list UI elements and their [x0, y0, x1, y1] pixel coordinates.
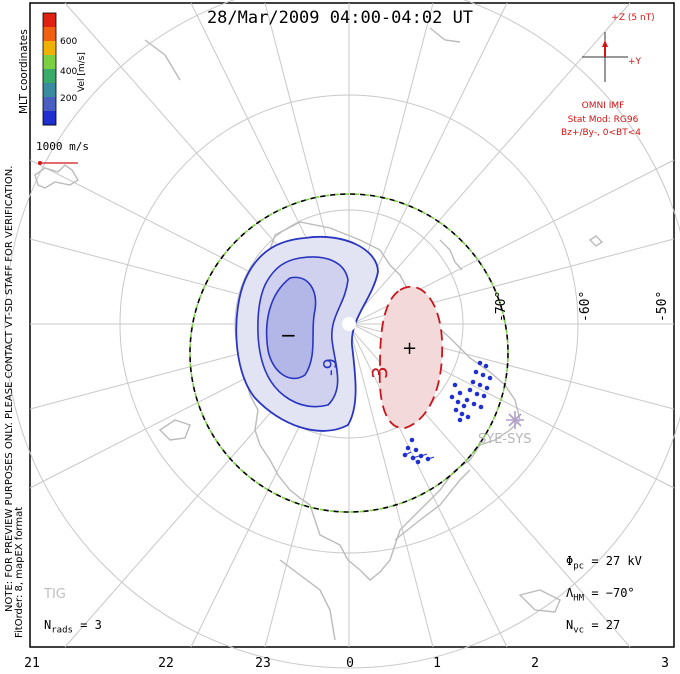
plot-frame: [29, 2, 675, 648]
coordinate-system-label: MLT coordinates: [18, 29, 30, 114]
mlt-tick-1: 1: [433, 656, 441, 671]
cross-polar-potential: Φpc = 27 kV: [566, 554, 642, 572]
latitude-label-60: -60°: [578, 290, 593, 322]
colorbar-segment: [43, 83, 56, 98]
negative-cell: [235, 236, 379, 432]
colorbar-segment: [43, 69, 56, 84]
imf-condition: Bz+/By-, 0<BT<4: [561, 128, 641, 138]
imf-dial: [582, 32, 628, 82]
imf-source: OMNI IMF: [581, 101, 625, 111]
colorbar-segment: [43, 13, 56, 28]
fit-order-note: FitOrder: 8, mapEX format: [14, 506, 25, 638]
map-title: 28/Mar/2009 04:00-04:02 UT: [206, 8, 474, 28]
mlt-tick-0: 0: [346, 656, 354, 671]
statistical-model: Stat Mod: RG96: [567, 115, 639, 125]
imf-z-label: +Z (5 nT): [611, 13, 655, 23]
positive-potential-maximum: +: [402, 338, 418, 359]
positive-contour-label: 3: [368, 366, 392, 379]
negative-potential-minimum: −: [280, 323, 297, 347]
colorbar-tick-600: 600: [60, 37, 78, 47]
mlt-tick-21: 21: [24, 656, 40, 671]
colorbar-tick-200: 200: [60, 94, 78, 104]
velocity-vectors: [402, 360, 493, 465]
positive-cell: [378, 285, 444, 429]
latitude-label-50: -50°: [655, 290, 670, 322]
vector-count: Nvc = 27: [566, 618, 621, 636]
colorbar-tick-400: 400: [60, 67, 78, 77]
station-label-sye-sys: SYE-SYS: [478, 432, 532, 447]
velocity-colorbar: [42, 12, 57, 126]
hm-boundary-latitude: ΛHM = −70°: [566, 586, 635, 604]
colorbar-segment: [43, 111, 56, 126]
colorbar-segment: [43, 27, 56, 42]
station-label-tig: TIG: [44, 587, 66, 602]
colorbar-segment: [43, 55, 56, 70]
radar-count: Nrads = 3: [44, 618, 102, 636]
colorbar-segment: [43, 41, 56, 56]
mlt-tick-3: 3: [661, 656, 669, 671]
colorbar-border: [42, 12, 57, 126]
negative-contour-label: -9: [320, 358, 341, 376]
latitude-label-70: -70°: [494, 290, 509, 322]
colorbar-label: Vel [m/s]: [77, 52, 87, 92]
colorbar-segment: [43, 97, 56, 112]
pole-marker: [342, 317, 356, 331]
radar-site-marker: [506, 411, 524, 429]
mlt-tick-22: 22: [158, 656, 174, 671]
hm-boundary-green: [189, 193, 509, 513]
vector-scale-arrow: [38, 161, 78, 165]
mlt-tick-23: 23: [255, 656, 271, 671]
vector-scale-label: 1000 m/s: [36, 140, 89, 153]
imf-y-label: +Y: [628, 57, 642, 67]
mlt-tick-2: 2: [531, 656, 539, 671]
